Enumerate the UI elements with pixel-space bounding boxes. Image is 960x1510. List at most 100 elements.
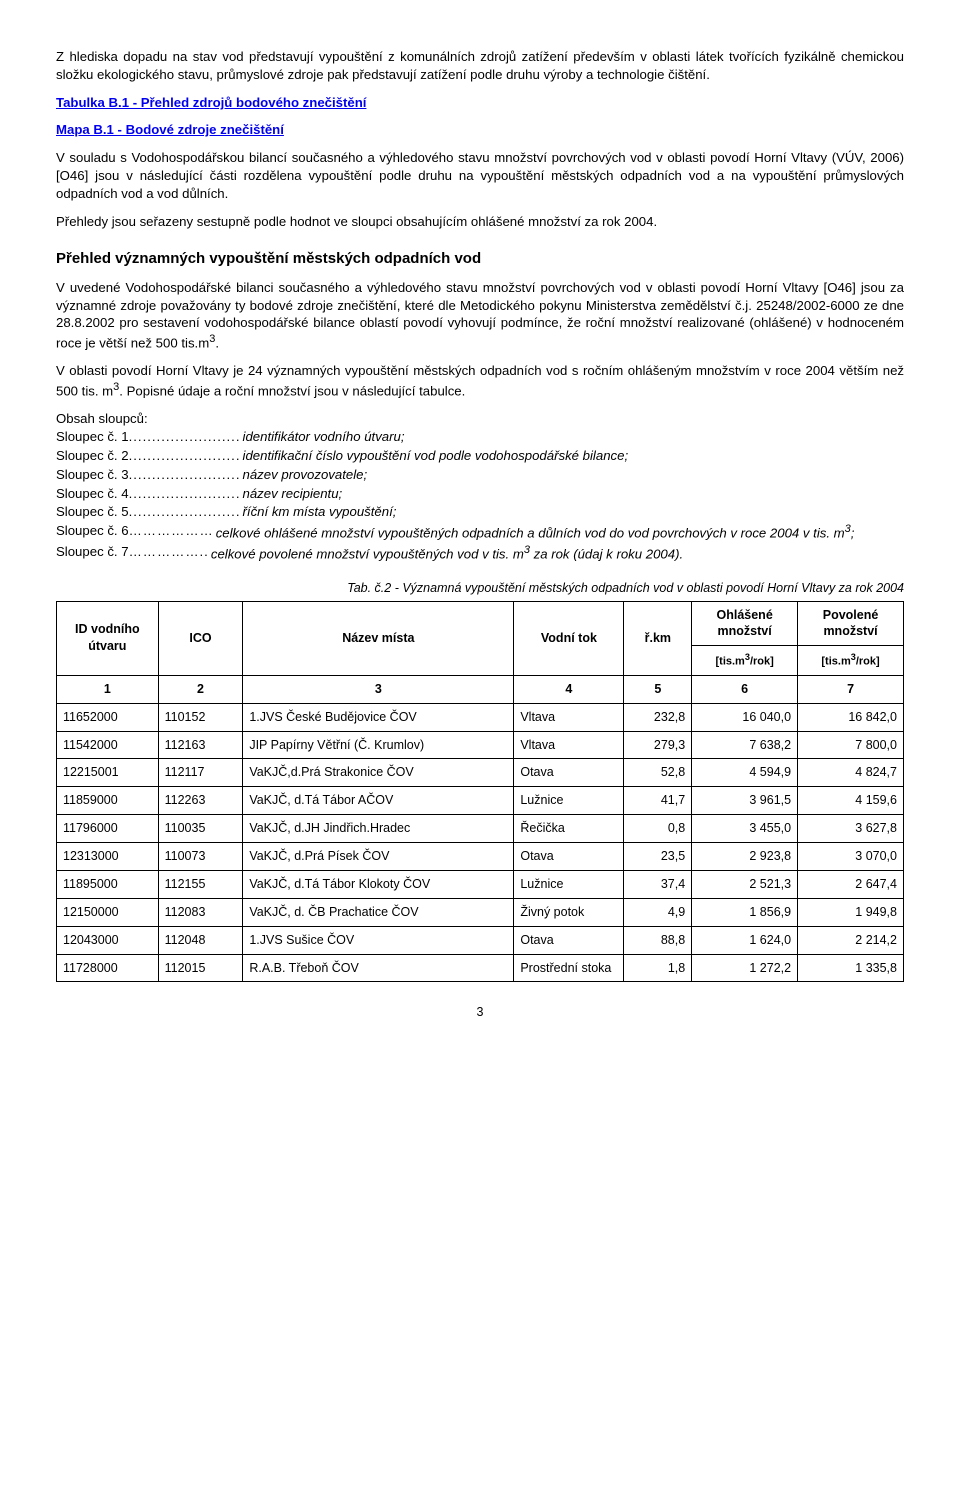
table-cell: 112048 [158, 926, 243, 954]
th-rkm: ř.km [624, 601, 692, 675]
column-legend-row: Sloupec č. 4........................ náz… [56, 485, 904, 503]
table-cell: 4,9 [624, 898, 692, 926]
table-row: 120430001120481.JVS Sušice ČOVOtava88,81… [57, 926, 904, 954]
table-cell: 1.JVS Sušice ČOV [243, 926, 514, 954]
table-cell: 41,7 [624, 787, 692, 815]
paragraph-4-tail: . [215, 336, 219, 351]
table-row: 11542000112163JIP Papírny Větřní (Č. Kru… [57, 731, 904, 759]
column-legend-desc: název recipientu; [241, 485, 904, 503]
column-legend-desc: celkové ohlášené množství vypouštěných o… [214, 522, 904, 542]
th-ohlasene: Ohlášené množství [692, 601, 798, 646]
table-cell: 110035 [158, 815, 243, 843]
paragraph-3: Přehledy jsou seřazeny sestupně podle ho… [56, 213, 904, 231]
table-cell: 3 455,0 [692, 815, 798, 843]
table-cell: JIP Papírny Větřní (Č. Krumlov) [243, 731, 514, 759]
table-cell: Vltava [514, 731, 624, 759]
table-cell: 2 521,3 [692, 870, 798, 898]
table-cell: 1 272,2 [692, 954, 798, 982]
column-legend-row: Sloupec č. 5........................ říč… [56, 503, 904, 521]
table-cell: 11859000 [57, 787, 159, 815]
column-legend-dots: ……………… [129, 522, 214, 542]
table-cell: Prostřední stoka [514, 954, 624, 982]
table-cell: 112083 [158, 898, 243, 926]
paragraph-4-text: V uvedené Vodohospodářské bilanci součas… [56, 280, 904, 351]
table-cell: 112117 [158, 759, 243, 787]
table-cell: 0,8 [624, 815, 692, 843]
table-row: 11796000110035VaKJČ, d.JH Jindřich.Hrade… [57, 815, 904, 843]
column-legend-dots: ........................ [129, 503, 241, 521]
table-cell: VaKJČ, d.Prá Písek ČOV [243, 843, 514, 871]
table-header-row: ID vodního útvaru ICO Název místa Vodní … [57, 601, 904, 646]
column-legend-label: Sloupec č. 5 [56, 503, 129, 521]
table-cell: 11728000 [57, 954, 159, 982]
column-legend-dots: ........................ [129, 447, 241, 465]
table-cell: 232,8 [624, 703, 692, 731]
table-cell: 1 624,0 [692, 926, 798, 954]
table-cell: 88,8 [624, 926, 692, 954]
th-nazev: Název místa [243, 601, 514, 675]
table-cell: 112263 [158, 787, 243, 815]
numcol-6: 6 [692, 675, 798, 703]
numcol-1: 1 [57, 675, 159, 703]
table-cell: VaKJČ,d.Prá Strakonice ČOV [243, 759, 514, 787]
table-cell: 4 594,9 [692, 759, 798, 787]
table-cell: 23,5 [624, 843, 692, 871]
column-legend-desc: identifikátor vodního útvaru; [241, 428, 904, 446]
th-ohlasene-unit-pre: [tis.m [716, 656, 745, 668]
table-cell: 52,8 [624, 759, 692, 787]
table-cell: 1 949,8 [798, 898, 904, 926]
th-povolene-unit: [tis.m3/rok] [798, 646, 904, 676]
table-cell: 2 923,8 [692, 843, 798, 871]
table-cell: 37,4 [624, 870, 692, 898]
tabulka-link-wrap: Tabulka B.1 - Přehled zdrojů bodového zn… [56, 94, 904, 112]
table-cell: 112155 [158, 870, 243, 898]
column-legend-desc: říční km místa vypouštění; [241, 503, 904, 521]
table-cell: 1 856,9 [692, 898, 798, 926]
table-cell: VaKJČ, d.Tá Tábor AČOV [243, 787, 514, 815]
table-cell: 3 070,0 [798, 843, 904, 871]
th-tok: Vodní tok [514, 601, 624, 675]
table-cell: 279,3 [624, 731, 692, 759]
table-cell: 2 214,2 [798, 926, 904, 954]
th-id: ID vodního útvaru [57, 601, 159, 675]
table-row: 11728000112015R.A.B. Třeboň ČOVProstředn… [57, 954, 904, 982]
page-number: 3 [56, 1004, 904, 1021]
table-cell: 4 159,6 [798, 787, 904, 815]
th-ohlasene-unit-post: /rok] [750, 656, 774, 668]
column-legend-row: Sloupec č. 6……………… celkové ohlášené množ… [56, 522, 904, 542]
table-cell: 112163 [158, 731, 243, 759]
paragraph-4: V uvedené Vodohospodářské bilanci součas… [56, 279, 904, 353]
table-cell: Lužnice [514, 787, 624, 815]
column-legend-label: Sloupec č. 6 [56, 522, 129, 542]
table-caption: Tab. č.2 - Významná vypouštění městských… [56, 580, 904, 597]
column-legend-row: Sloupec č. 1........................ ide… [56, 428, 904, 446]
table-cell: Živný potok [514, 898, 624, 926]
column-legend-label: Sloupec č. 7 [56, 543, 129, 563]
table-cell: 1 335,8 [798, 954, 904, 982]
table-row: 12215001112117VaKJČ,d.Prá Strakonice ČOV… [57, 759, 904, 787]
column-legend-dots: ........................ [129, 428, 241, 446]
table-cell: VaKJČ, d.Tá Tábor Klokoty ČOV [243, 870, 514, 898]
th-ico: ICO [158, 601, 243, 675]
table-cell: 16 040,0 [692, 703, 798, 731]
table-cell: 11796000 [57, 815, 159, 843]
table-cell: Otava [514, 843, 624, 871]
table-cell: 112015 [158, 954, 243, 982]
table-row: 11895000112155VaKJČ, d.Tá Tábor Klokoty … [57, 870, 904, 898]
column-legend-desc: celkové povolené množství vypouštěných v… [209, 543, 904, 563]
numcol-7: 7 [798, 675, 904, 703]
mapa-link[interactable]: Mapa B.1 - Bodové zdroje znečištění [56, 122, 284, 137]
mapa-link-wrap: Mapa B.1 - Bodové zdroje znečištění [56, 121, 904, 139]
th-povolene-unit-post: /rok] [856, 656, 880, 668]
table-cell: 110073 [158, 843, 243, 871]
table-cell: 11652000 [57, 703, 159, 731]
paragraph-2: V souladu s Vodohospodářskou bilancí sou… [56, 149, 904, 202]
tabulka-link[interactable]: Tabulka B.1 - Přehled zdrojů bodového zn… [56, 95, 366, 110]
table-row: 12313000110073VaKJČ, d.Prá Písek ČOVOtav… [57, 843, 904, 871]
column-legend-label: Sloupec č. 2 [56, 447, 129, 465]
table-cell: 1,8 [624, 954, 692, 982]
column-legend-dots: ........................ [129, 466, 241, 484]
th-ohlasene-unit: [tis.m3/rok] [692, 646, 798, 676]
column-legend-row: Sloupec č. 3........................ náz… [56, 466, 904, 484]
column-legend-row: Sloupec č. 2........................ ide… [56, 447, 904, 465]
